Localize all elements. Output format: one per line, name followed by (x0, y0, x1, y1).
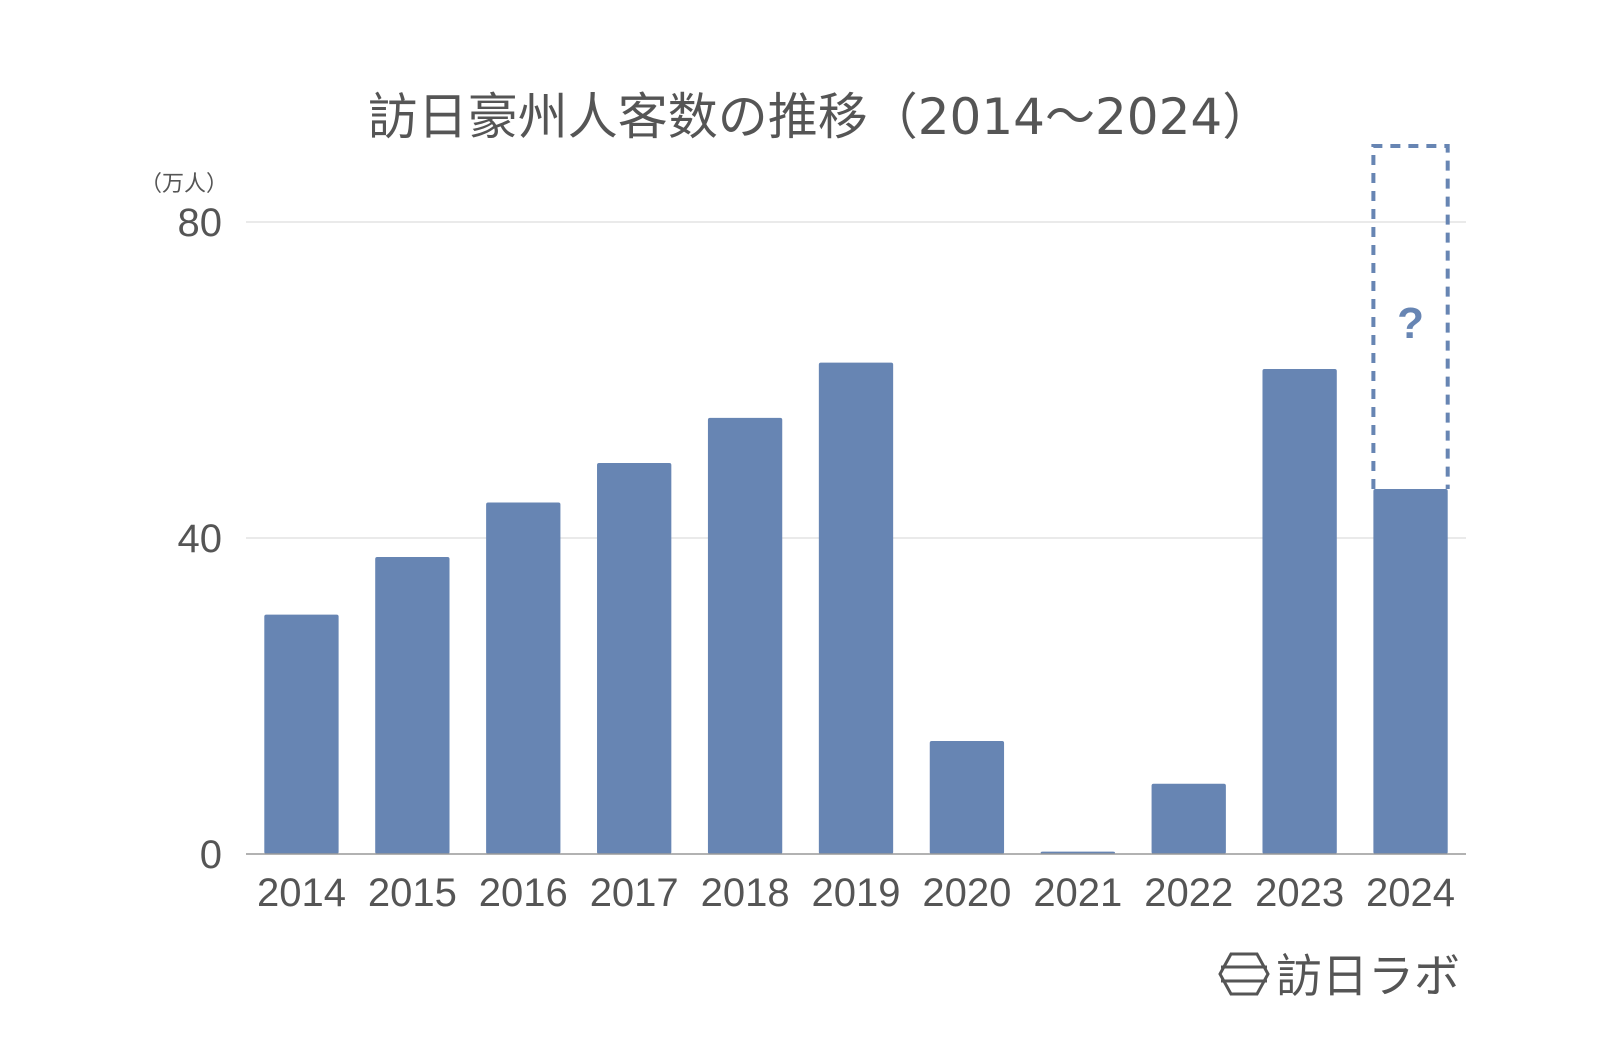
y-tick-label-0: 0 (200, 833, 222, 877)
bar-2024 (1373, 489, 1448, 854)
x-tick-label-2021: 2021 (1033, 871, 1122, 915)
x-tick-label-2024: 2024 (1366, 871, 1455, 915)
x-tick-label-2014: 2014 (257, 871, 346, 915)
x-tick-label-2020: 2020 (922, 871, 1011, 915)
bar-2020 (929, 741, 1005, 854)
y-tick-label-40: 40 (178, 517, 223, 561)
bar-2023 (1262, 368, 1337, 854)
bar-2022 (1151, 783, 1226, 854)
bar-2016 (486, 502, 561, 854)
brand-logo: 訪日ラボ (1218, 949, 1460, 1003)
x-tick-label-2023: 2023 (1255, 871, 1344, 915)
pending-question-mark: ? (1397, 299, 1424, 348)
bar-2019 (818, 362, 894, 854)
brand-logo-text: 訪日ラボ (1276, 949, 1460, 1003)
pending-bar-outline: ? (1371, 144, 1450, 490)
x-tick-label-2017: 2017 (590, 871, 679, 915)
bar-2018 (707, 417, 783, 854)
bar-2017 (597, 462, 672, 854)
x-tick-label-2016: 2016 (479, 871, 568, 915)
pending-bar-dashed-outline (1371, 144, 1450, 490)
y-axis-unit-label: （万人） (140, 172, 228, 197)
x-tick-label-2018: 2018 (701, 871, 790, 915)
x-tick-label-2015: 2015 (368, 871, 457, 915)
y-axis-ticks: 0 40 80 (178, 201, 223, 877)
x-tick-label-2019: 2019 (812, 871, 901, 915)
chart-title: 訪日豪州人客数の推移（2014～2024） (368, 88, 1273, 146)
bars (264, 362, 1448, 854)
hexagon-logo-icon (1218, 952, 1270, 996)
bar-2014 (264, 614, 339, 854)
bar-2015 (375, 556, 450, 854)
x-axis-ticks: 2014 2015 2016 2017 2018 2019 2020 2021 2022 2023… (257, 871, 1455, 915)
x-tick-label-2022: 2022 (1144, 871, 1233, 915)
y-tick-label-80: 80 (178, 201, 223, 245)
